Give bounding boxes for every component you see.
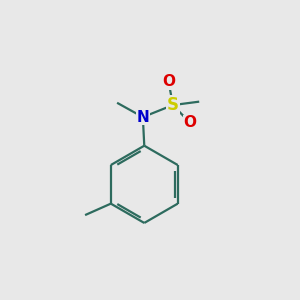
- Text: S: S: [167, 96, 179, 114]
- Text: O: O: [184, 115, 196, 130]
- Text: O: O: [162, 74, 175, 89]
- Text: N: N: [136, 110, 149, 124]
